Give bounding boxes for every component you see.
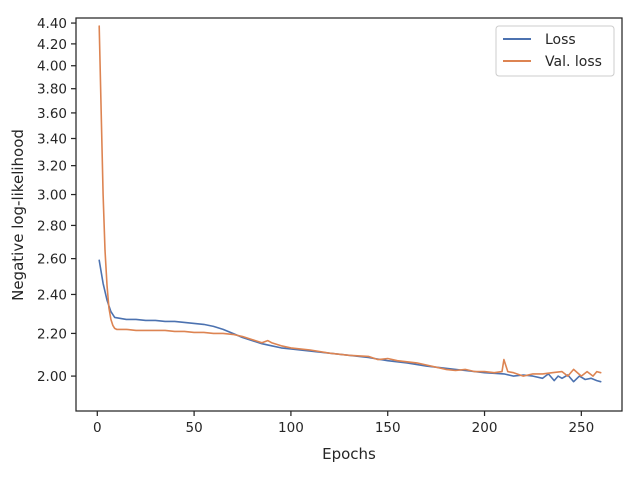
x-tick-label: 50 [186,420,203,436]
y-tick-label: 4.20 [37,37,67,53]
y-tick-label: 2.60 [37,252,67,268]
y-axis-label: Negative log-likelihood [9,129,27,301]
legend-label-loss: Loss [545,32,576,48]
series-line-val-loss [98,25,602,377]
y-tick-label: 3.40 [37,132,67,148]
plot-frame [75,17,623,412]
y-tick-label: 3.20 [37,159,67,175]
y-tick-label: 3.80 [37,82,67,98]
y-axis: 2.00 2.20 2.40 2.60 2.80 3.00 3.20 3.40 3.60 3.80… [37,16,76,385]
y-tick-label: 4.40 [37,16,67,32]
x-tick-label: 250 [568,420,594,436]
y-tick-label: 3.60 [37,106,67,122]
legend-label-val-loss: Val. loss [545,54,602,70]
y-tick-label: 2.80 [37,218,67,234]
x-tick-label: 150 [375,420,401,436]
y-tick-label: 4.00 [37,59,67,75]
x-tick-label: 100 [278,420,304,436]
legend: Loss Val. loss [495,25,615,77]
y-tick-label: 2.40 [37,287,67,303]
x-axis: 0 50 100 150 200 250 [93,411,594,436]
x-axis-label: Epochs [322,445,376,463]
x-tick-label: 200 [472,420,498,436]
plot-area [76,18,622,411]
series-layer [98,25,602,383]
y-tick-label: 3.00 [37,188,67,204]
y-tick-label: 2.20 [37,326,67,342]
x-tick-label: 0 [93,420,102,436]
y-tick-label: 2.00 [37,369,67,385]
